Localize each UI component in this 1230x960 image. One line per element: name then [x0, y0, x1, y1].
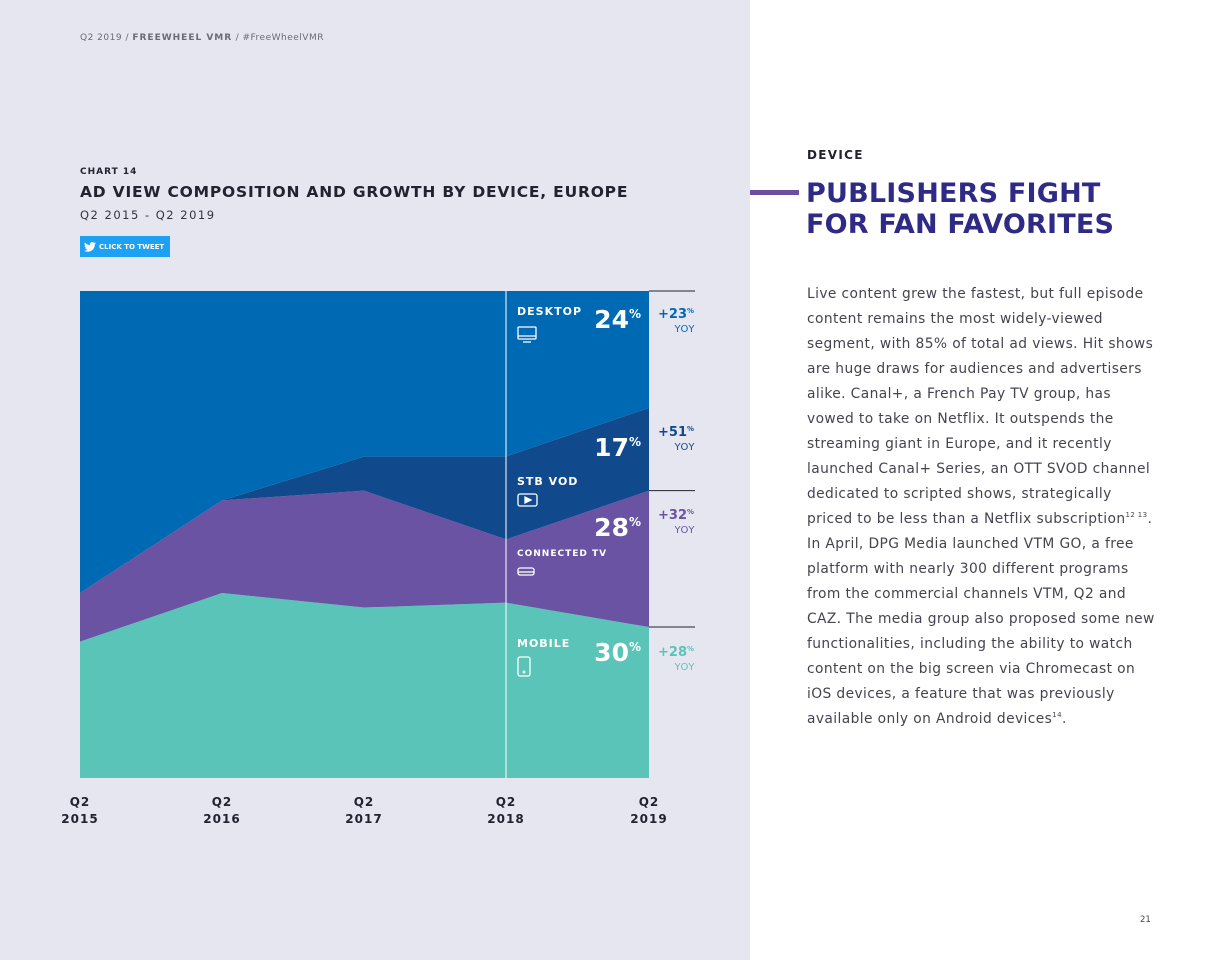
x-tick-label: Q2	[212, 795, 233, 809]
yoy-label: YOY	[674, 324, 696, 335]
x-tick-label: 2019	[630, 812, 667, 826]
report-hashtag[interactable]: #FreeWheelVMR	[242, 33, 324, 43]
desktop-icon	[517, 326, 537, 343]
final-value-stb_vod: 17%	[594, 433, 641, 462]
area-stb_vod	[80, 407, 649, 593]
report-header: Q2 2019 / FREEWHEEL VMR / #FreeWheelVMR	[80, 33, 324, 43]
x-tick-label: Q2	[496, 795, 517, 809]
chart-title: AD VIEW COMPOSITION AND GROWTH BY DEVICE…	[80, 183, 629, 201]
x-tick-label: Q2	[639, 795, 660, 809]
final-value-mobile: 30%	[594, 638, 641, 667]
yoy-growth-stb_vod: +51%	[658, 425, 694, 440]
x-tick-label: 2017	[345, 812, 382, 826]
connected-tv-icon	[517, 567, 535, 576]
yoy-label: YOY	[674, 662, 696, 673]
yoy-growth-connected_tv: +32%	[658, 508, 694, 523]
series-label-desktop: DESKTOP	[517, 305, 582, 318]
area-chart: Q2 2015 Q2 2016 Q2 2017 Q2 2018 Q2 2019 MOBILE 30% +…	[61, 290, 696, 826]
chart-subtitle: Q2 2015 - Q2 2019	[80, 208, 216, 222]
yoy-label: YOY	[674, 525, 696, 536]
area-mobile	[80, 592, 649, 778]
headline-line-1: PUBLISHERS FIGHT	[806, 178, 1101, 209]
x-tick-label: Q2	[70, 795, 91, 809]
series-label-connected_tv: CONNECTED TV	[517, 549, 607, 559]
yoy-growth-mobile: +28%	[658, 645, 694, 660]
report-brand: FREEWHEEL VMR	[132, 33, 233, 43]
click-to-tweet-button[interactable]: CLICK TO TWEET	[80, 236, 170, 257]
area-desktop	[80, 291, 649, 593]
x-tick-label: 2016	[203, 812, 240, 826]
section-label: DEVICE	[807, 148, 864, 162]
final-value-desktop: 24%	[594, 305, 641, 334]
footnote-ref: 14	[1052, 711, 1062, 719]
body-paragraph: Live content grew the fastest, but full …	[807, 286, 1155, 727]
twitter-icon	[84, 241, 96, 252]
headline-line-2: FOR FAN FAVORITES	[806, 209, 1115, 240]
series-label-stb_vod: STB VOD	[517, 475, 578, 488]
x-tick-label: 2018	[487, 812, 524, 826]
stb-vod-icon	[517, 493, 538, 507]
yoy-growth-desktop: +23%	[658, 307, 694, 322]
headline: PUBLISHERS FIGHT FOR FAN FAVORITES	[806, 178, 1206, 240]
series-label-mobile: MOBILE	[517, 637, 570, 650]
area-connected_tv	[80, 490, 649, 642]
page-number: 21	[1140, 915, 1151, 925]
accent-bar	[750, 190, 799, 195]
report-period: Q2 2019	[80, 33, 123, 43]
tweet-label: CLICK TO TWEET	[99, 242, 165, 251]
chart-number: CHART 14	[80, 167, 138, 177]
footnote-ref: 12 13	[1125, 511, 1148, 519]
x-tick-label: Q2	[354, 795, 375, 809]
x-tick-label: 2015	[61, 812, 98, 826]
mobile-icon	[517, 656, 531, 677]
final-value-connected_tv: 28%	[594, 513, 641, 542]
yoy-label: YOY	[674, 442, 696, 453]
